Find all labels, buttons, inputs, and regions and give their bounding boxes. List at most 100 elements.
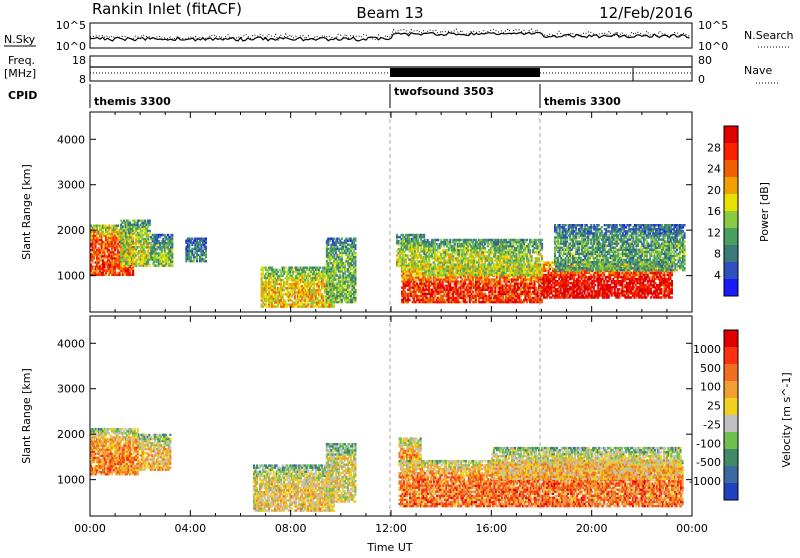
scatter-cell bbox=[171, 254, 173, 256]
scatter-cell bbox=[354, 260, 356, 262]
scatter-cell bbox=[475, 239, 477, 241]
scatter-cell bbox=[339, 274, 341, 276]
beam-title: Beam 13 bbox=[356, 4, 423, 22]
scatter-cell bbox=[341, 301, 343, 303]
scatter-cell bbox=[108, 274, 110, 276]
scatter-cell bbox=[341, 238, 343, 240]
scatter-cell bbox=[101, 245, 103, 247]
scatter-cell bbox=[329, 283, 331, 285]
scatter-cell bbox=[105, 274, 107, 276]
nsky-label: N.Sky bbox=[4, 33, 36, 46]
scatter-cell bbox=[446, 239, 448, 241]
freq-label-line1: Freq. bbox=[8, 54, 35, 67]
scatter-cell bbox=[534, 283, 536, 285]
scatter-cell bbox=[285, 299, 287, 301]
scatter-cell bbox=[449, 239, 451, 241]
scatter-cell bbox=[132, 236, 134, 238]
scatter-cell bbox=[129, 222, 131, 224]
scatter-cell bbox=[205, 248, 207, 250]
scatter-cell bbox=[291, 267, 293, 269]
scatter-cell bbox=[114, 268, 116, 270]
nsearch-tick-bottom: 10^0 bbox=[698, 40, 728, 53]
scatter-cell bbox=[423, 234, 425, 236]
scatter-cell bbox=[452, 259, 454, 261]
nave-label: Nave bbox=[744, 64, 772, 77]
scatter-cell bbox=[164, 234, 166, 236]
scatter-cell bbox=[292, 273, 294, 275]
scatter-cell bbox=[442, 283, 444, 285]
scatter-cell bbox=[336, 246, 338, 248]
scatter-cell bbox=[449, 241, 451, 243]
scatter-cell bbox=[354, 256, 356, 258]
nave-tick-top: 80 bbox=[698, 54, 712, 67]
scatter-cell bbox=[348, 252, 350, 254]
scatter-cell bbox=[282, 295, 284, 297]
scatter-cell bbox=[485, 274, 487, 276]
scatter-cell bbox=[436, 243, 438, 245]
scatter-cell bbox=[167, 234, 169, 236]
scatter-cell bbox=[475, 301, 477, 303]
scatter-cell bbox=[404, 250, 406, 252]
scatter-cell bbox=[506, 255, 508, 257]
scatter-cell bbox=[132, 268, 134, 270]
cpid-label: CPID bbox=[8, 89, 37, 102]
scatter-cell bbox=[205, 252, 207, 254]
scatter-cell bbox=[479, 283, 481, 285]
scatter-cell bbox=[354, 297, 356, 299]
scatter-cell bbox=[481, 259, 483, 261]
scatter-cell bbox=[541, 299, 543, 301]
scatter-cell bbox=[95, 245, 97, 247]
scatter-cell bbox=[122, 274, 124, 276]
scatter-cell bbox=[205, 246, 207, 248]
scatter-cell bbox=[455, 274, 457, 276]
scatter-cell bbox=[335, 270, 337, 272]
scatter-cell bbox=[294, 295, 296, 297]
scatter-cell bbox=[318, 269, 320, 271]
scatter-cell bbox=[282, 279, 284, 281]
scatter-cell bbox=[132, 274, 134, 276]
scatter-cell bbox=[529, 289, 531, 291]
scatter-cell bbox=[452, 268, 454, 270]
scatter-cell bbox=[479, 274, 481, 276]
freq-label-line2: [MHz] bbox=[4, 67, 36, 80]
scatter-cell bbox=[140, 240, 142, 242]
scatter-cell bbox=[449, 283, 451, 285]
scatter-cell bbox=[409, 283, 411, 285]
scatter-cell bbox=[523, 301, 525, 303]
scatter-cell bbox=[354, 293, 356, 295]
freq-panel: Freq. [MHz] 18 8 80 0 Nave bbox=[4, 54, 778, 86]
scatter-cell bbox=[433, 297, 435, 299]
scatter-cell bbox=[307, 277, 309, 279]
scatter-cell bbox=[149, 230, 151, 232]
scatter-cell bbox=[161, 250, 163, 252]
scatter-cell bbox=[407, 254, 409, 256]
scatter-cell bbox=[117, 225, 119, 227]
scatter-cell bbox=[297, 267, 299, 269]
cpid-segment-3: themis 3300 bbox=[544, 95, 621, 108]
cpid-row: CPID themis 3300 twofsound 3503 themis 3… bbox=[8, 84, 621, 108]
scatter-cell bbox=[497, 274, 499, 276]
scatter-cell bbox=[341, 256, 343, 258]
scatter-cell bbox=[457, 280, 459, 282]
scatter-cell bbox=[318, 285, 320, 287]
scatter-cell bbox=[108, 229, 110, 231]
scatter-cell bbox=[120, 232, 122, 234]
scatter-cell bbox=[354, 278, 356, 280]
scatter-cell bbox=[104, 251, 106, 253]
nsearch-tick-top: 10^5 bbox=[698, 19, 728, 32]
scatter-cell bbox=[427, 239, 429, 241]
scatter-cell bbox=[149, 232, 151, 234]
freq-tick-top: 18 bbox=[72, 54, 86, 67]
date-title: 12/Feb/2016 bbox=[599, 4, 693, 22]
scatter-cell bbox=[526, 301, 528, 303]
scatter-cell bbox=[193, 260, 195, 262]
scatter-cell bbox=[485, 295, 487, 297]
scatter-cell bbox=[405, 258, 407, 260]
scatter-cell bbox=[159, 236, 161, 238]
scatter-cell bbox=[415, 278, 417, 280]
scatter-cell bbox=[92, 259, 94, 261]
nsky-panel: N.Sky 10^5 10^0 10^5 10^0 N.Search bbox=[4, 19, 794, 53]
scatter-cell bbox=[171, 236, 173, 238]
scatter-cell bbox=[131, 232, 133, 234]
